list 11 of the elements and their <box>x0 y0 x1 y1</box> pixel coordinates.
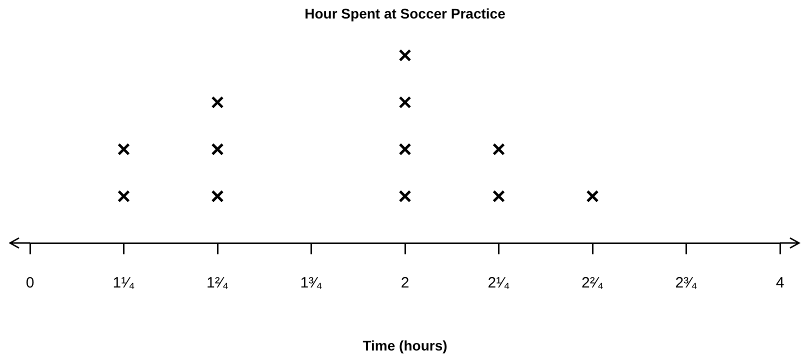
x-tick-label: 1¹⁄₄ <box>112 274 135 292</box>
x-tick-label: 2²⁄₄ <box>582 274 604 292</box>
x-tick-label: 2³⁄₄ <box>675 274 698 292</box>
x-tick-label: 2¹⁄₄ <box>488 274 510 292</box>
x-tick-label: 2 <box>400 274 410 292</box>
x-axis-title: Time (hours) <box>362 337 448 354</box>
x-tick-label: 4 <box>776 274 784 292</box>
chart-title: Hour Spent at Soccer Practice <box>304 5 506 22</box>
x-tick-label: 1²⁄₄ <box>206 274 228 292</box>
x-tick-label: 0 <box>26 274 34 292</box>
x-tick-label: 1³⁄₄ <box>300 274 322 292</box>
